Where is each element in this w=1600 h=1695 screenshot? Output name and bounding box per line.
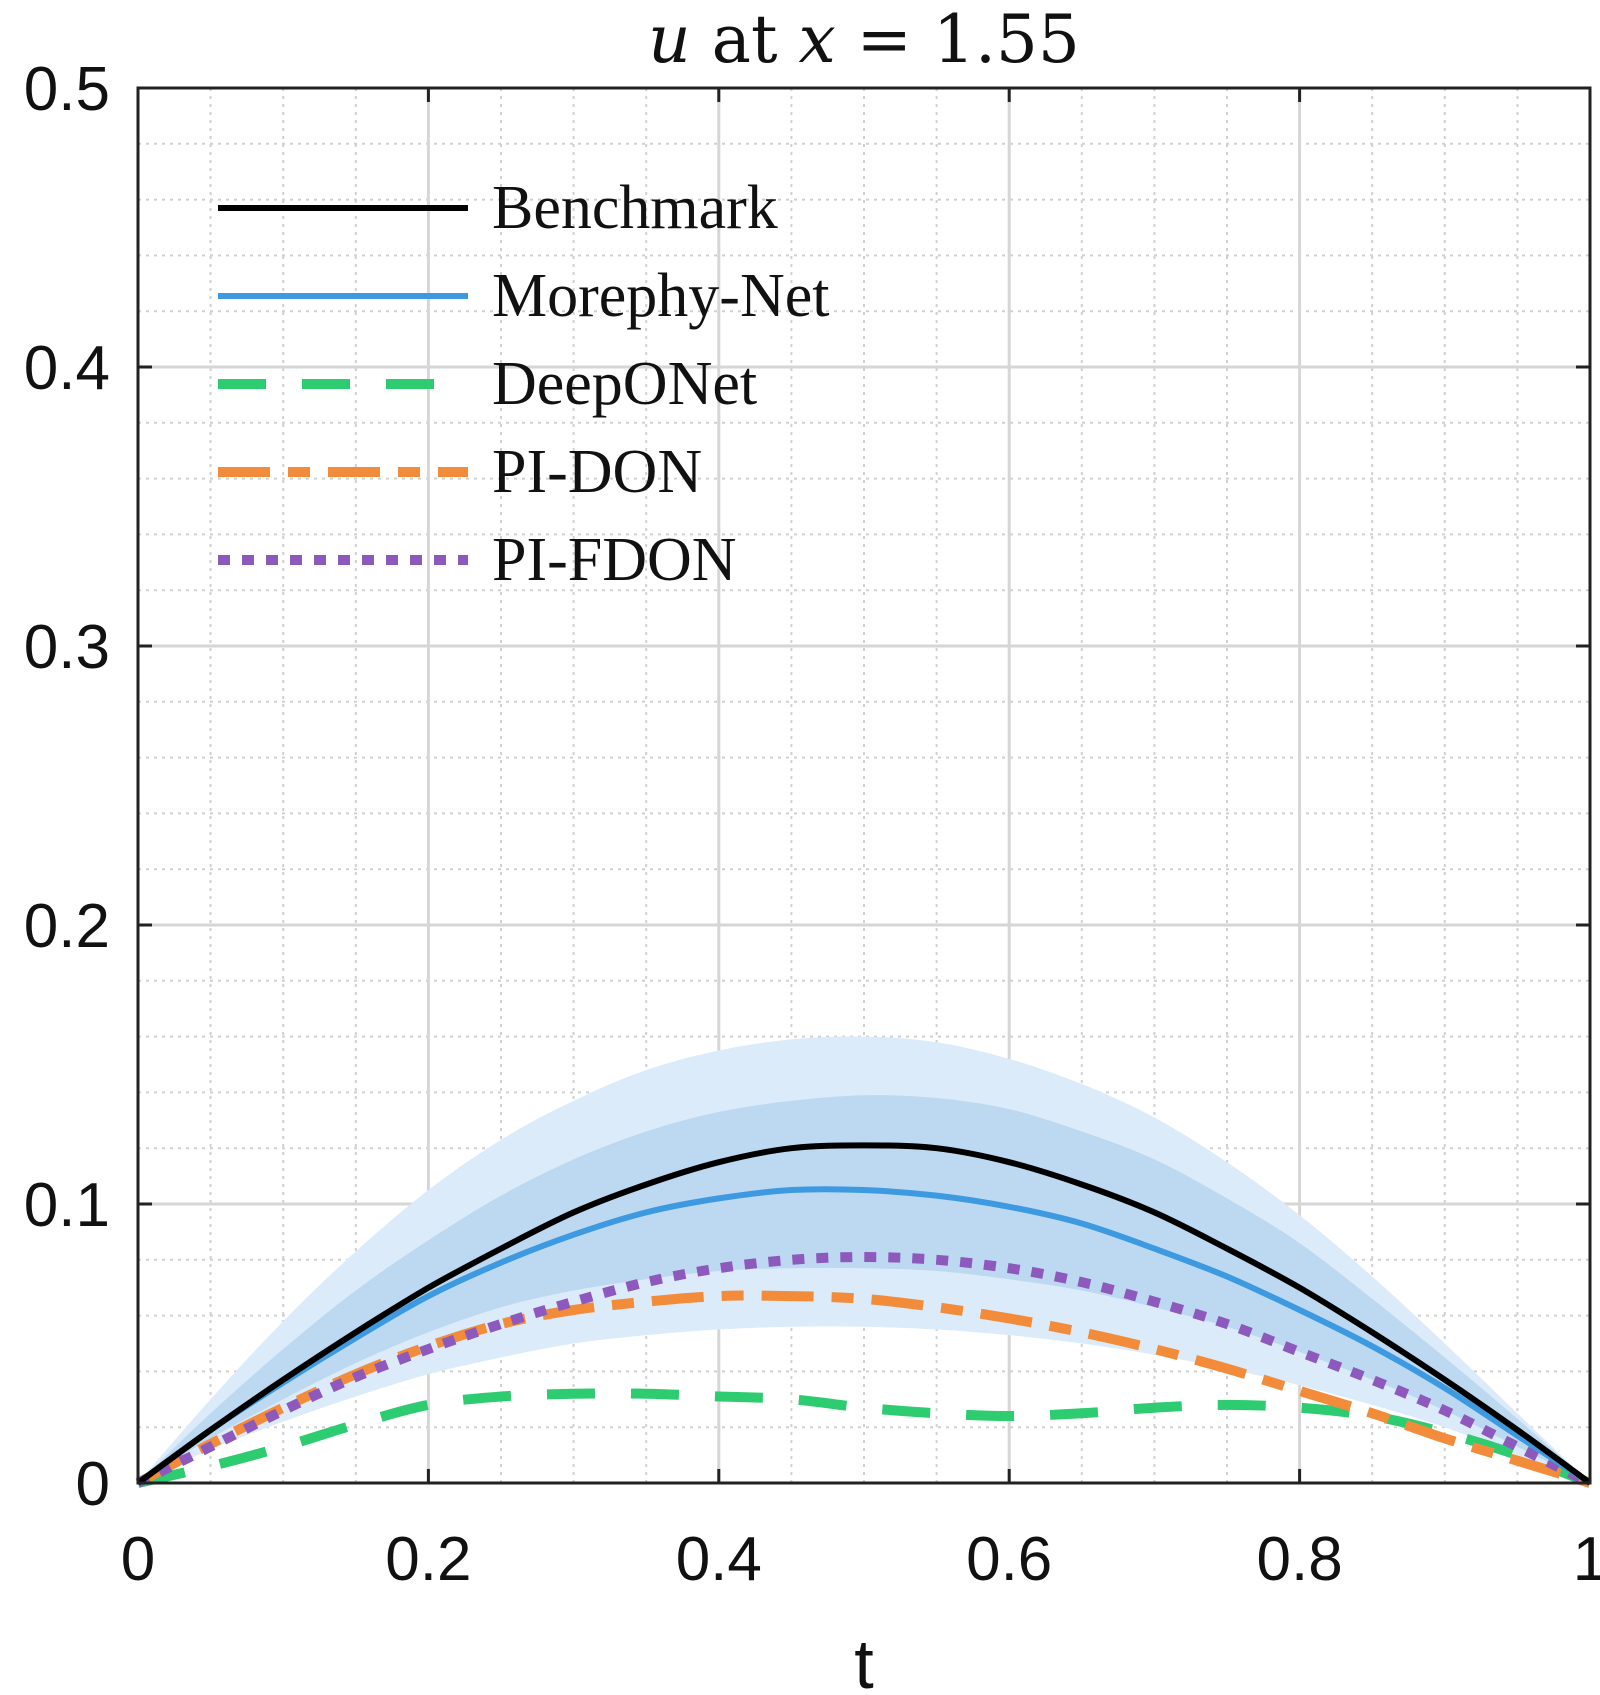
title-xvar: x (798, 1, 835, 78)
legend: Benchmark Morephy-Net DeepONet PI-DON PI-FDO… (218, 174, 829, 594)
legend-label-pi-fdon: PI-FDON (492, 526, 737, 594)
x-tick-label: 0.8 (1256, 1525, 1342, 1594)
x-tick-label: 0.6 (966, 1525, 1052, 1594)
y-tick-label: 0.1 (24, 1171, 110, 1240)
series-line-morephy-net (136, 1186, 1592, 1486)
title-mid: at (691, 1, 799, 78)
x-tick-label: 0 (121, 1525, 155, 1594)
y-tick-label: 0 (76, 1450, 110, 1519)
legend-item-pi-don: PI-DON (218, 438, 702, 506)
y-tick-label: 0.2 (24, 892, 110, 961)
legend-label-deeponet: DeepONet (492, 350, 757, 418)
series-line-pi-don (135, 1290, 1592, 1488)
legend-item-deeponet: DeepONet (218, 350, 757, 418)
legend-item-pi-fdon: PI-FDON (218, 526, 737, 594)
y-tick-labels: 0 0.1 0.2 0.3 0.4 0.5 (24, 55, 110, 1519)
legend-label-benchmark: Benchmark (492, 174, 778, 242)
legend-label-pi-don: PI-DON (492, 438, 702, 506)
x-tick-label: 1 (1573, 1525, 1600, 1594)
series-layer (135, 1142, 1593, 1488)
plot-frame (136, 86, 1592, 1485)
series-line-pi-fdon (135, 1252, 1593, 1488)
y-tick-label: 0.5 (24, 55, 110, 124)
x-tick-label: 0.4 (676, 1525, 762, 1594)
x-axis-label: t (854, 1625, 873, 1695)
legend-label-morephy-net: Morephy-Net (492, 262, 829, 330)
chart-title: u at x = 1.55 (648, 1, 1080, 78)
series-line-benchmark (136, 1142, 1592, 1486)
legend-item-morephy-net: Morephy-Net (218, 262, 829, 330)
y-tick-label: 0.4 (24, 334, 110, 403)
title-var: u (648, 1, 691, 78)
title-eq: = 1.55 (836, 1, 1080, 78)
x-tick-labels: 0 0.2 0.4 0.6 0.8 1 (121, 1525, 1600, 1594)
x-tick-label: 0.2 (385, 1525, 471, 1594)
y-tick-label: 0.3 (24, 613, 110, 682)
ticks-layer (136, 86, 1592, 1485)
legend-item-benchmark: Benchmark (218, 174, 778, 242)
